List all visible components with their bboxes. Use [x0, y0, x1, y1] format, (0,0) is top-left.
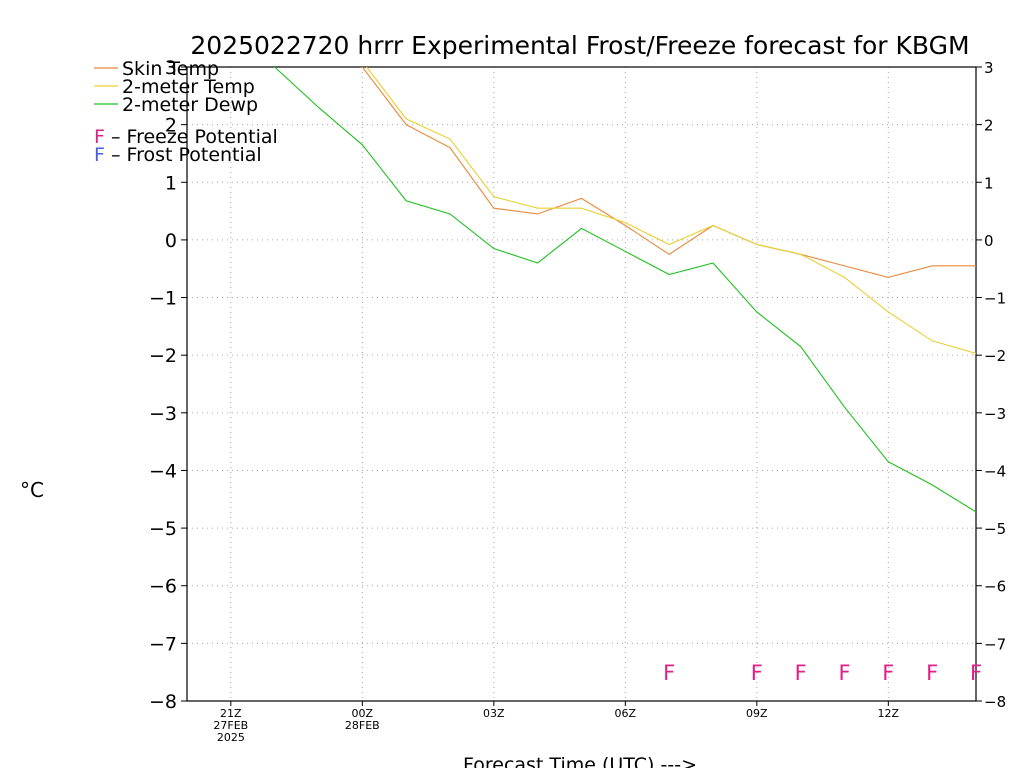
y-tick-label-right: −7 — [984, 635, 1006, 653]
legend-freeze-label: – Freeze Potential — [105, 126, 278, 148]
freeze-marker: F — [663, 661, 675, 685]
y-tick-label-right: −3 — [984, 405, 1006, 423]
y-tick-label-left: 0 — [165, 230, 177, 252]
y-tick-label-left: −5 — [149, 518, 177, 540]
series-line-skin-temp — [360, 67, 976, 278]
freeze-marker: F — [751, 661, 763, 685]
legend-freeze-potential: F – Freeze Potential — [94, 126, 278, 148]
y-tick-label-right: −2 — [984, 347, 1006, 365]
x-tick-label: 2025 — [217, 731, 245, 744]
y-tick-label-right: −5 — [984, 520, 1006, 538]
x-tick-label: 03Z — [483, 707, 505, 720]
y-axis-left: 3 2 1 0 −1 −2 −3 −4 −5 −6 −7 −8 — [149, 57, 187, 713]
y-tick-label-left: −8 — [149, 691, 177, 713]
legend-label-skin-temp: Skin Temp — [122, 58, 219, 80]
x-axis-label: Forecast Time (UTC) ---> — [463, 754, 697, 768]
x-tick-label: 06Z — [615, 707, 637, 720]
y-tick-label-left: 3 — [165, 57, 177, 79]
x-tick-label: 00Z — [352, 707, 374, 720]
y-tick-label-right: 1 — [984, 174, 994, 192]
y-tick-label-left: 2 — [165, 115, 177, 137]
freeze-marker: F — [926, 661, 938, 685]
y-tick-label-right: 0 — [984, 232, 994, 250]
y-tick-label-left: −7 — [149, 633, 177, 655]
y-tick-label-right: −6 — [984, 578, 1006, 596]
series-line-2-meter-dewp — [273, 67, 976, 513]
y-tick-label-right: −1 — [984, 290, 1006, 308]
freeze-marker: F — [970, 661, 982, 685]
y-tick-label-right: −8 — [984, 693, 1006, 711]
legend-frost-potential: F – Frost Potential — [94, 144, 262, 166]
y-tick-label-right: 3 — [984, 59, 994, 77]
x-tick-label: 21Z — [220, 707, 242, 720]
plot-area-frame — [186, 66, 977, 702]
x-tick-label: 09Z — [746, 707, 768, 720]
freeze-marker: F — [882, 661, 894, 685]
y-tick-label-left: −4 — [149, 460, 177, 482]
y-tick-label-left: −3 — [149, 403, 177, 425]
y-tick-label-left: −6 — [149, 576, 177, 598]
y-axis-label: °C — [20, 478, 44, 502]
legend: Skin Temp 2-meter Temp 2-meter Dewp F – … — [94, 58, 278, 166]
y-axis-right: 3 2 1 0 −1 −2 −3 −4 −5 −6 −7 −8 — [976, 59, 1006, 711]
y-tick-label-left: 1 — [165, 172, 177, 194]
y-tick-label-left: −1 — [149, 288, 177, 310]
freeze-marker: F — [795, 661, 807, 685]
y-tick-label-right: −4 — [984, 462, 1006, 480]
legend-frost-label: – Frost Potential — [105, 144, 262, 166]
chart-title: 2025022720 hrrr Experimental Frost/Freez… — [190, 31, 969, 60]
y-tick-label-right: 2 — [984, 117, 994, 135]
legend-freeze-symbol: F — [94, 126, 105, 148]
x-tick-label: 12Z — [878, 707, 900, 720]
series-lines — [273, 67, 976, 513]
x-tick-label: 27FEB — [213, 719, 248, 732]
grid-lines — [187, 67, 976, 701]
series-line-2-meter-temp — [366, 67, 976, 354]
legend-label-2m-dewp: 2-meter Dewp — [122, 94, 258, 116]
y-tick-label-left: −2 — [149, 345, 177, 367]
legend-frost-symbol: F — [94, 144, 105, 166]
x-tick-label: 28FEB — [345, 719, 380, 732]
legend-label-2m-temp: 2-meter Temp — [122, 76, 255, 98]
freeze-marker: F — [838, 661, 850, 685]
